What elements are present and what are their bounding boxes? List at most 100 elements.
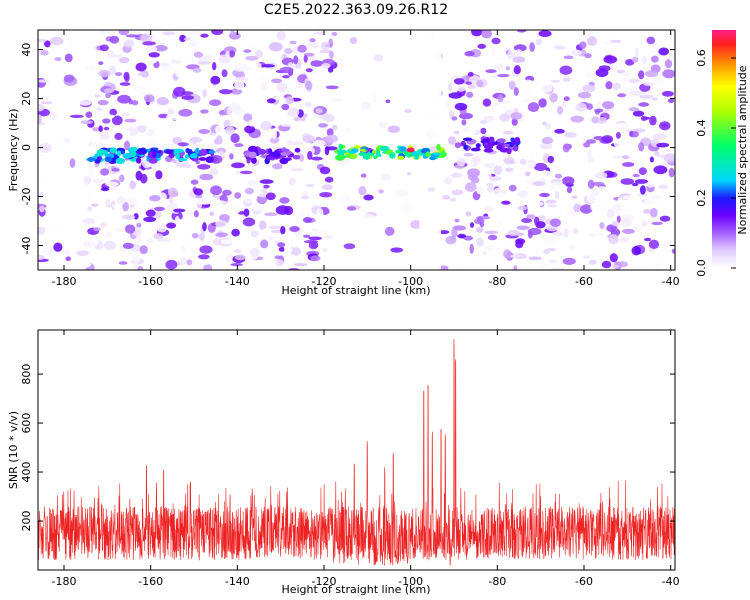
x-tick-label: -40 (662, 575, 680, 588)
spectrogram-noise-cell (627, 94, 633, 99)
spectrogram-noise-cell (119, 82, 131, 86)
spectrogram-noise-cell (343, 243, 356, 250)
spectrogram-signal-cell (510, 137, 515, 142)
spectrogram-noise-cell (503, 249, 512, 259)
spectrogram-noise-cell (69, 158, 76, 168)
spectrogram-noise-cell (124, 224, 136, 234)
spectrogram-noise-cell (601, 135, 613, 144)
spectrogram-noise-cell (104, 231, 113, 238)
spectrogram-noise-cell (508, 184, 517, 192)
spectrogram-noise-cell (638, 102, 650, 107)
spectrogram-noise-cell (586, 193, 596, 203)
spectrogram-signal-cell (351, 148, 359, 153)
spectrogram-noise-cell (304, 101, 312, 107)
spectrogram-noise-cell (659, 215, 671, 222)
y-tick-label: 20 (20, 92, 33, 106)
spectrogram-noise-cell (39, 192, 44, 197)
spectrogram-noise-cell (617, 261, 628, 268)
spectrogram-noise-cell (411, 263, 416, 270)
spectrogram-noise-cell (195, 141, 209, 147)
spectrogram-signal-cell (294, 147, 301, 153)
spectrogram-noise-cell (482, 98, 492, 107)
spectrogram-noise-cell (234, 77, 249, 81)
spectrogram-noise-cell (284, 48, 293, 55)
spectrogram-noise-cell (183, 37, 191, 41)
spectrogram-noise-cell (592, 181, 605, 186)
spectrogram-noise-cell (450, 172, 463, 178)
spectrogram-noise-cell (611, 264, 619, 268)
spectrogram-noise-cell (476, 253, 482, 260)
spectrogram-noise-cell (453, 78, 465, 85)
spectrogram-noise-cell (137, 72, 147, 77)
spectrogram-noise-cell (104, 88, 114, 94)
spectrogram-signal-cell (470, 147, 481, 152)
spectrogram-noise-cell (93, 239, 99, 246)
spectrogram-noise-cell (261, 64, 275, 68)
spectrogram-noise-cell (105, 92, 111, 99)
spectrogram-noise-cell (612, 203, 622, 214)
spectrogram-noise-cell (654, 151, 660, 156)
spectrogram-noise-cell (99, 44, 109, 52)
spectrogram-noise-cell (221, 69, 228, 78)
spectrogram-noise-cell (87, 206, 93, 212)
spectrogram-signal-cell (483, 148, 494, 153)
spectrogram-noise-cell (321, 248, 328, 252)
spectrogram-noise-cell (622, 116, 635, 123)
spectrogram-noise-cell (378, 189, 384, 194)
spectrogram-noise-cell (442, 195, 450, 200)
spectrogram-noise-cell (639, 94, 654, 99)
spectrogram-noise-cell (570, 49, 582, 57)
spectrogram-signal-cell (399, 146, 407, 152)
spectrogram-signal-cell (475, 143, 481, 149)
spectrogram-noise-cell (507, 229, 520, 236)
spectrogram-noise-cell (513, 158, 519, 163)
spectrogram-noise-cell (260, 120, 272, 131)
spectrogram-noise-cell (634, 47, 639, 57)
spectrogram-noise-cell (116, 196, 126, 205)
spectrogram-signal-cell (248, 145, 258, 153)
spectrogram-noise-cell (562, 101, 567, 108)
spectrogram-noise-cell (505, 66, 510, 71)
spectrogram-noise-cell (494, 189, 508, 194)
spectrogram-noise-cell (174, 216, 180, 224)
spectrogram-noise-cell (642, 55, 647, 65)
spectrogram-noise-cell (614, 122, 629, 130)
spectrogram-signal-cell (248, 151, 257, 159)
spectrogram-noise-cell (105, 181, 119, 187)
spectrogram-noise-cell (302, 190, 309, 196)
spectrogram-noise-cell (47, 111, 58, 120)
spectrogram-noise-cell (302, 134, 316, 144)
spectrogram-signal-cell (353, 145, 361, 149)
spectrogram-noise-cell (620, 77, 631, 83)
spectrogram-noise-cell (543, 249, 551, 255)
x-tick-label: -80 (488, 275, 506, 288)
spectrogram-noise-cell (293, 116, 306, 122)
y-tick-label: -20 (20, 188, 33, 206)
spectrogram-noise-cell (238, 232, 251, 241)
spectrogram-noise-cell (513, 87, 519, 96)
spectrogram-signal-cell (514, 137, 521, 143)
spectrogram-noise-cell (671, 248, 675, 254)
spectrogram-noise-cell (188, 58, 195, 67)
spectrogram-noise-cell (518, 176, 527, 184)
spectrogram-noise-cell (277, 242, 286, 248)
spectrogram-noise-cell (521, 218, 533, 223)
spectrogram-noise-cell (445, 235, 457, 245)
spectrogram-noise-cell (140, 173, 148, 184)
spectrogram-noise-cell (276, 82, 288, 93)
spectrogram-noise-cell (97, 99, 109, 106)
spectrogram-noise-cell (601, 260, 612, 269)
spectrogram-noise-cell (307, 150, 313, 160)
y-tick-label: 400 (20, 462, 33, 483)
spectrogram-noise-cell (186, 259, 193, 266)
spectrogram-signal-cell (379, 145, 390, 152)
spectrogram-noise-cell (632, 173, 641, 178)
spectrogram-noise-cell (325, 85, 339, 90)
spectrogram-noise-cell (234, 249, 242, 253)
x-tick-label: -100 (398, 275, 423, 288)
spectrogram-noise-cell (653, 198, 660, 206)
spectrogram-noise-cell (231, 228, 240, 237)
spectrogram-signal-cell (136, 157, 142, 164)
spectrogram-noise-cell (541, 84, 553, 93)
spectrogram-noise-cell (646, 180, 656, 188)
